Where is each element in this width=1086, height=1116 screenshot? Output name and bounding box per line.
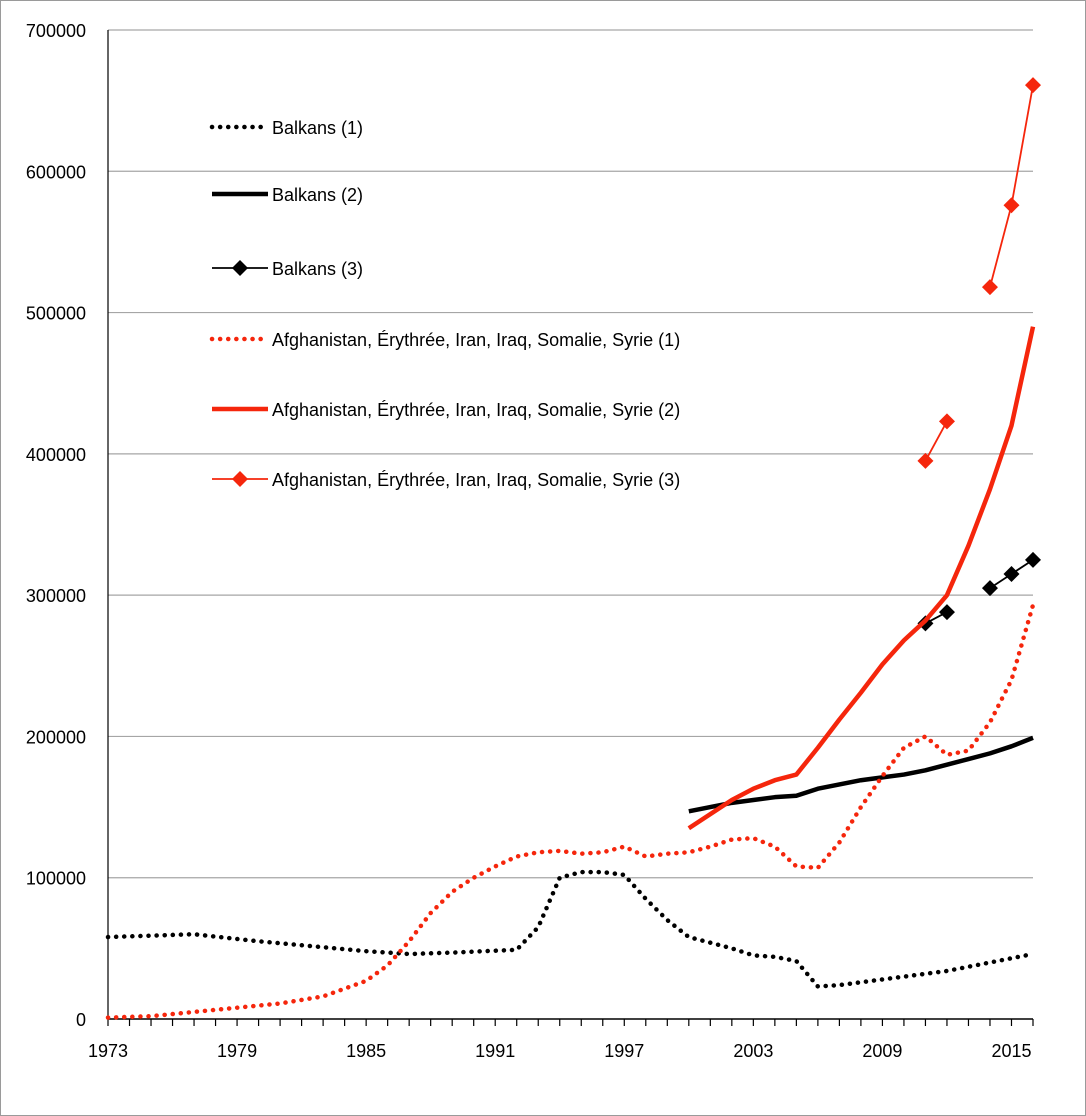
y-tick-label: 500000: [26, 304, 86, 324]
legend-label: Balkans (2): [272, 185, 363, 205]
data-point-marker: [1025, 77, 1041, 94]
x-tick-label: 1973: [88, 1041, 128, 1061]
x-tick-label: 2003: [733, 1041, 773, 1061]
data-point-marker: [1003, 565, 1020, 582]
x-tick-label: 1997: [604, 1041, 644, 1061]
legend-label: Balkans (1): [272, 118, 363, 138]
data-point-marker: [1003, 197, 1020, 214]
data-point-marker: [938, 413, 955, 430]
x-tick-label: 1985: [346, 1041, 386, 1061]
y-tick-label: 300000: [26, 586, 86, 606]
series-4: [687, 326, 1036, 831]
x-tick-label: 1991: [475, 1041, 515, 1061]
series-line: [105, 602, 1036, 1020]
series-2: [917, 551, 1041, 632]
axes: [107, 30, 1034, 1026]
legend: Balkans (1) Balkans (2) Balkans (3) Afghani…: [209, 118, 680, 490]
series-line: [105, 869, 1036, 989]
y-tick-label: 400000: [26, 445, 86, 465]
data-point-marker: [917, 452, 934, 469]
series-line: [687, 326, 1036, 831]
data-point-marker: [1025, 551, 1041, 568]
x-tick-label: 2009: [862, 1041, 902, 1061]
data-point-marker: [232, 260, 248, 276]
legend-label: Afghanistan, Érythrée, Iran, Iraq, Somal…: [272, 470, 680, 490]
legend-label: Balkans (3): [272, 259, 363, 279]
series-1: [688, 735, 1034, 814]
y-tick-label: 200000: [26, 727, 86, 747]
series-line: [688, 735, 1034, 814]
series-3: [105, 602, 1036, 1020]
legend-label: Afghanistan, Érythrée, Iran, Iraq, Somal…: [272, 400, 680, 420]
series-group: [105, 77, 1041, 1020]
y-tick-label: 0: [76, 1010, 86, 1030]
x-tick-label: 1979: [217, 1041, 257, 1061]
series-line: [924, 420, 948, 462]
x-tick-labels: 1973 1979 1985 1991 1997 2003 2009 2015: [88, 1041, 1032, 1061]
series-0: [105, 869, 1036, 989]
series-line: [989, 84, 1034, 288]
y-tick-labels: 0 100000 200000 300000 400000 500000 600000 700…: [26, 21, 86, 1030]
legend-label: Afghanistan, Érythrée, Iran, Iraq, Somal…: [272, 330, 680, 350]
gridlines: [108, 29, 1033, 879]
data-point-marker: [981, 279, 998, 296]
data-point-marker: [232, 471, 248, 487]
series-5: [917, 77, 1041, 469]
y-tick-label: 700000: [26, 21, 86, 41]
data-point-marker: [981, 580, 998, 597]
y-tick-label: 100000: [26, 869, 86, 889]
x-tick-label: 2015: [991, 1041, 1031, 1061]
data-point-marker: [938, 604, 955, 621]
y-tick-label: 600000: [26, 162, 86, 182]
